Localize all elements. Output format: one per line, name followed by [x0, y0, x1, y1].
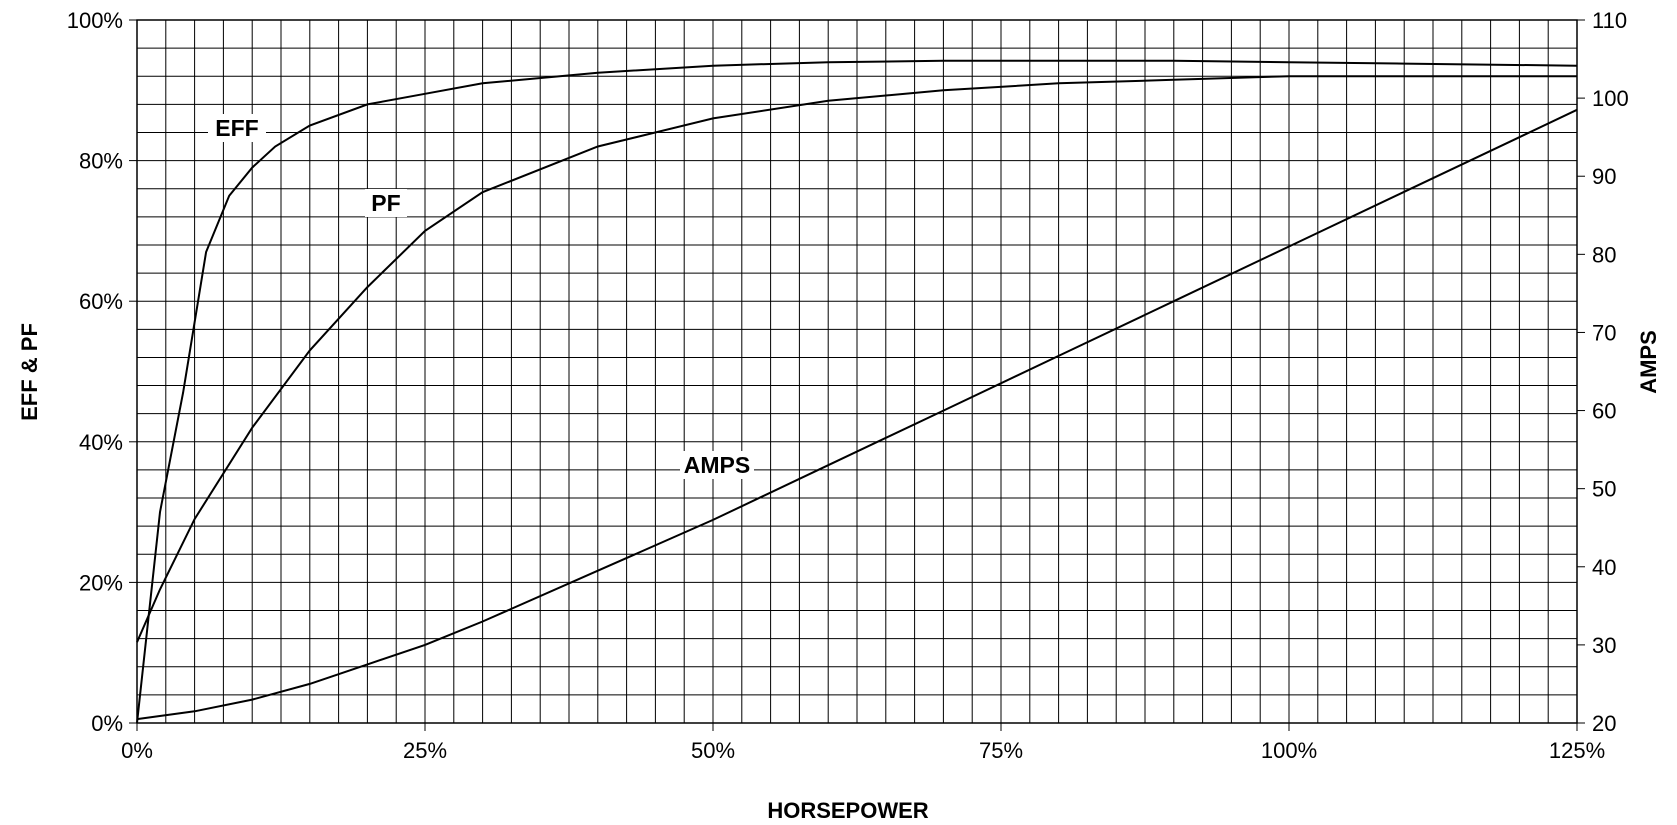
x-axis-title: HORSEPOWER: [767, 798, 928, 823]
series-label-pf: PF: [365, 189, 407, 217]
series-label-background: [680, 451, 754, 479]
series-lines: [136, 59, 1578, 724]
series-label-eff: EFF: [208, 114, 266, 142]
y2-axis-title: AMPS: [1636, 330, 1661, 394]
x-tick-label: 50%: [691, 738, 735, 763]
x-tick-label: 100%: [1261, 738, 1317, 763]
x-tick-label: 25%: [403, 738, 447, 763]
series-line-amps: [136, 108, 1578, 721]
y-axis-title: EFF & PF: [17, 323, 42, 421]
series-line-eff: [136, 59, 1578, 724]
y2-tick-label: 40: [1592, 555, 1616, 580]
y-tick-labels: 0% 20% 40% 60% 80% 100%: [67, 8, 137, 736]
y2-tick-label: 70: [1592, 320, 1616, 345]
grid: [137, 20, 1577, 723]
y2-tick-label: 20: [1592, 711, 1616, 736]
series-label-background: [208, 114, 266, 142]
y2-tick-label: 60: [1592, 399, 1616, 424]
series-line-pf: [136, 75, 1577, 643]
x-tick-label: 0%: [121, 738, 153, 763]
y2-tick-label: 100: [1592, 86, 1629, 111]
y2-tick-label: 90: [1592, 164, 1616, 189]
x-tick-label: 125%: [1549, 738, 1605, 763]
y2-tick-label: 110: [1592, 8, 1627, 33]
y-tick-label: 80%: [79, 149, 123, 174]
y-tick-label: 60%: [79, 289, 123, 314]
x-tick-labels: 0% 25% 50% 75% 100% 125%: [121, 723, 1605, 763]
series-label-text: EFF: [215, 115, 258, 141]
series-label-text: AMPS: [684, 452, 750, 478]
x-tick-label: 75%: [979, 738, 1023, 763]
series-label-background: [365, 189, 407, 217]
y2-tick-label: 50: [1592, 477, 1616, 502]
plot-frame: [136, 19, 1578, 724]
y-tick-label: 0%: [91, 711, 123, 736]
series-labels: EFF PF AMPS: [208, 114, 754, 479]
series-label-text: PF: [371, 190, 400, 216]
y-tick-label: 100%: [67, 8, 123, 33]
y2-tick-label: 30: [1592, 633, 1616, 658]
y2-tick-labels: 20 30 40 50 60 70 80 90 100 110: [1577, 8, 1629, 736]
y-tick-label: 20%: [79, 570, 123, 595]
series-label-amps: AMPS: [680, 451, 754, 479]
y-tick-label: 40%: [79, 430, 123, 455]
y2-tick-label: 80: [1592, 242, 1616, 267]
